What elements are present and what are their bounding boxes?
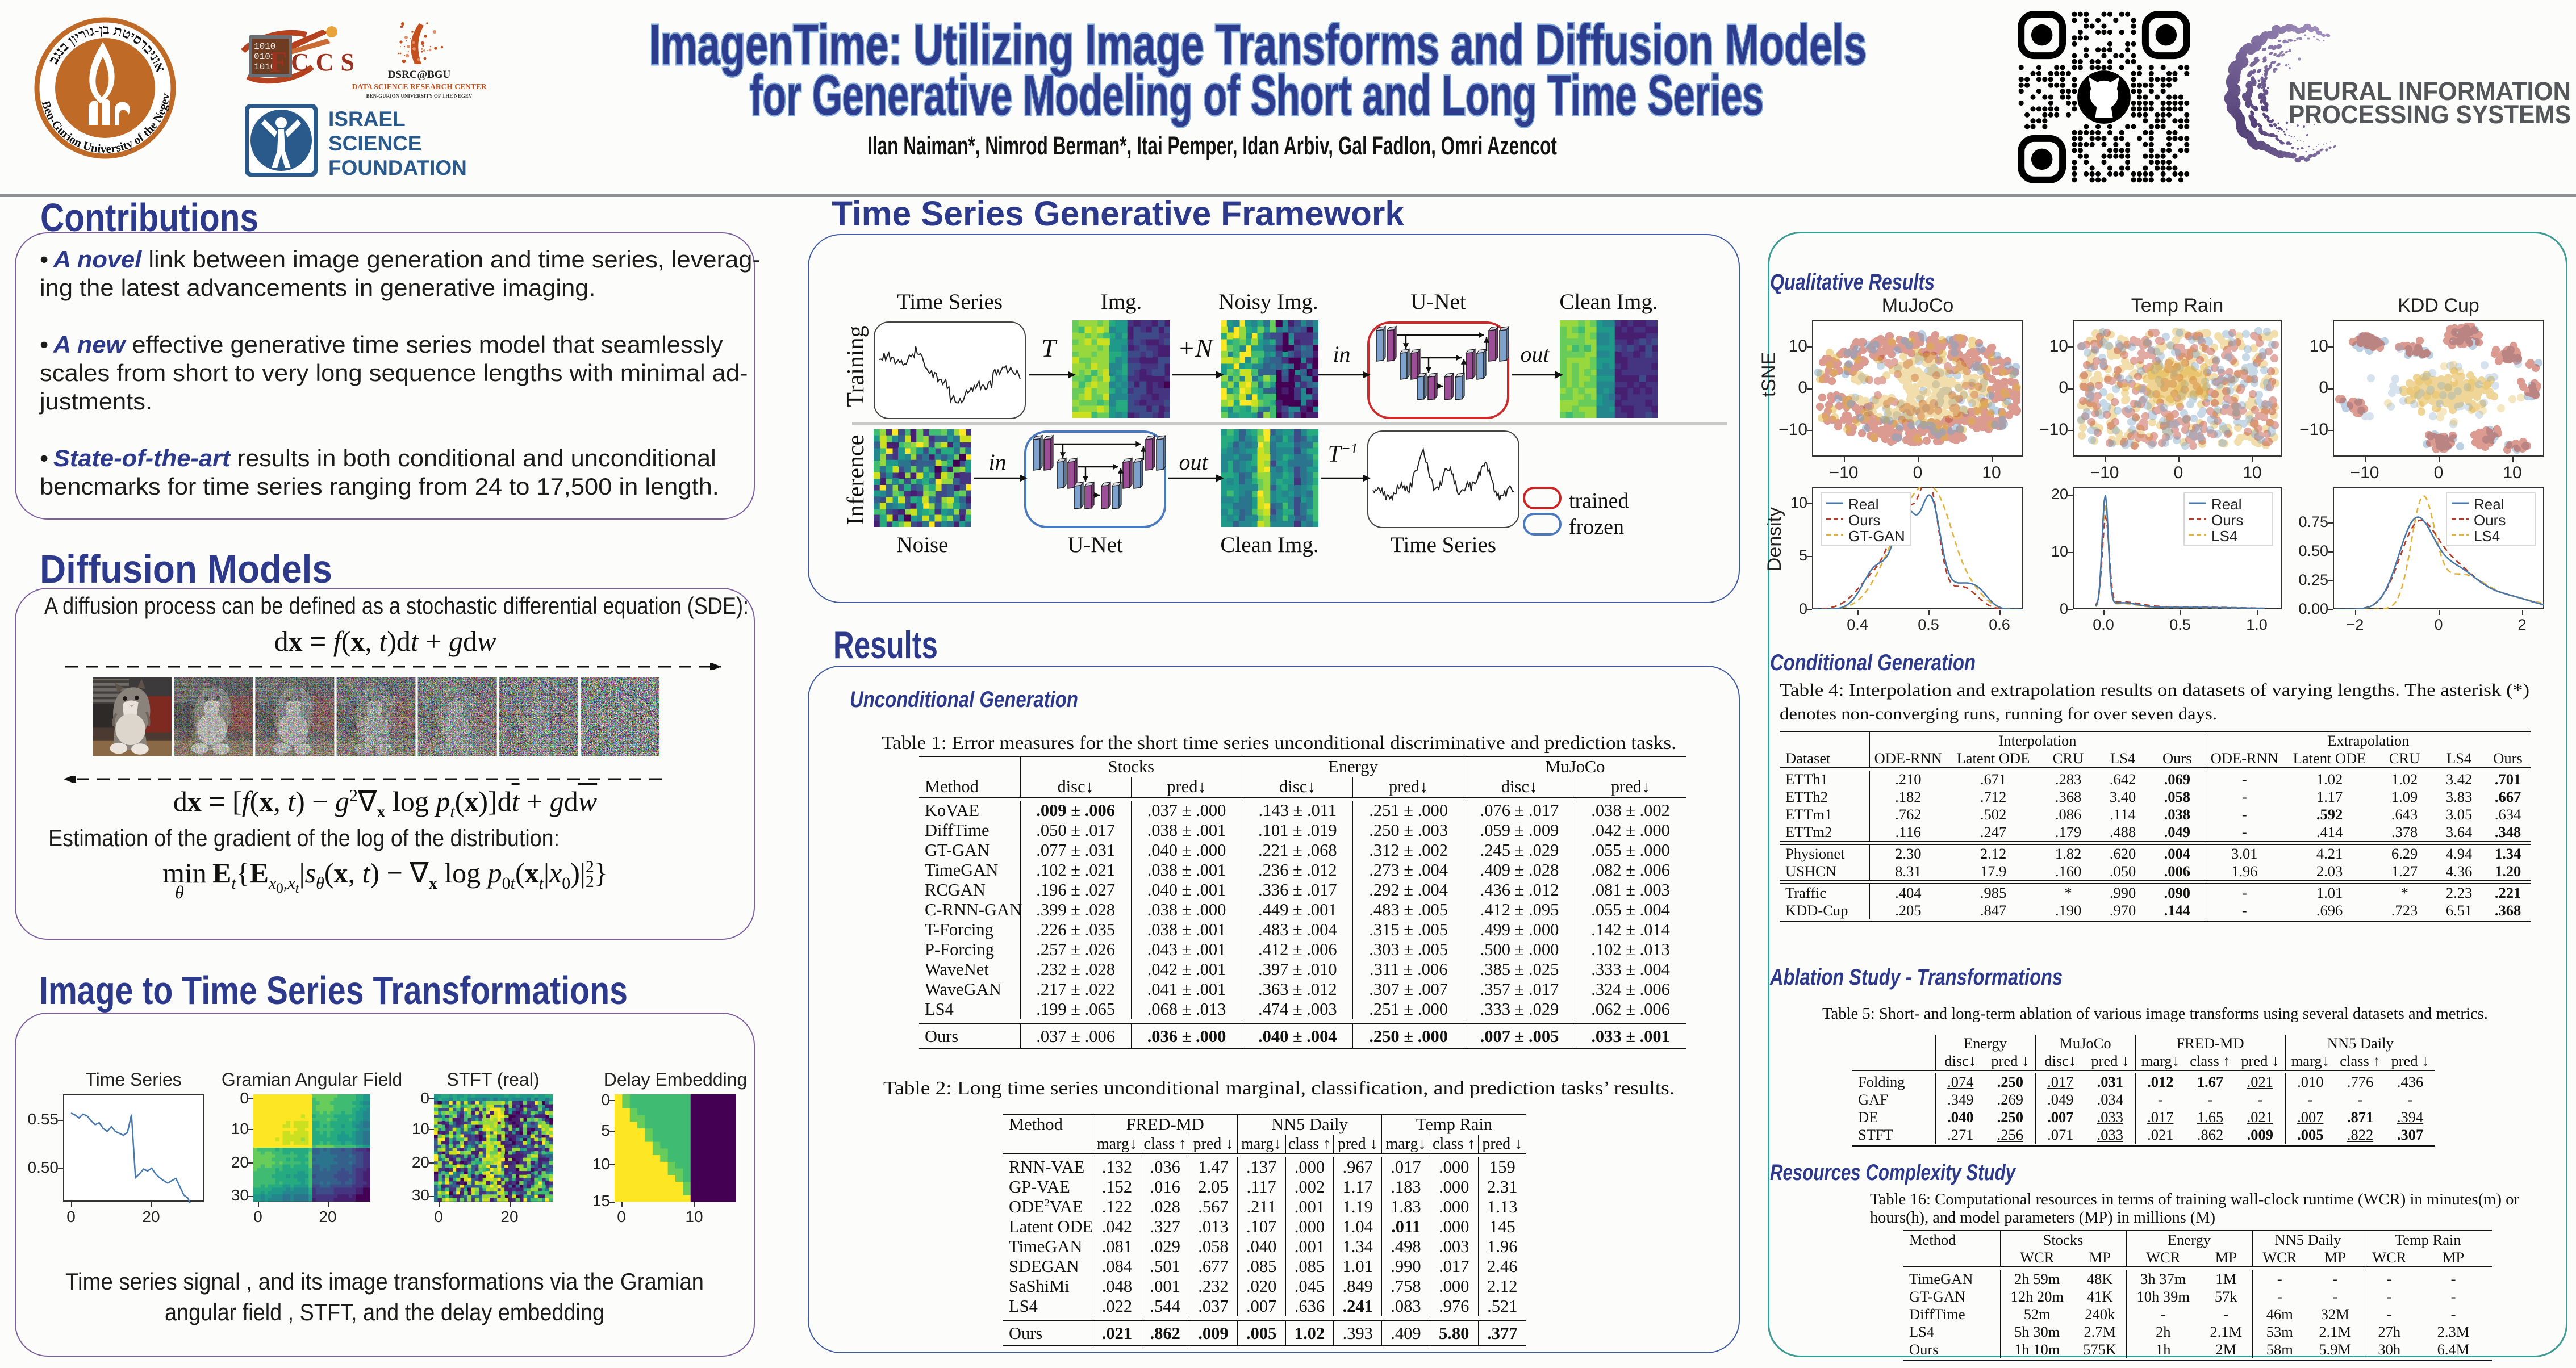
- svg-text:Training: Training: [843, 325, 869, 407]
- svg-text:DSRC@BGU: DSRC@BGU: [388, 69, 451, 81]
- svg-text:Inference: Inference: [843, 435, 869, 525]
- svg-text:1010: 1010: [254, 62, 275, 72]
- svg-text:FOUNDATION: FOUNDATION: [328, 156, 467, 179]
- svg-text:DATA SCIENCE RESEARCH CENTER: DATA SCIENCE RESEARCH CENTER: [352, 82, 487, 91]
- svg-text:SCIENCE: SCIENCE: [328, 132, 421, 155]
- svg-text:ISRAEL: ISRAEL: [328, 107, 406, 131]
- svg-text:BEN-GURION UNIVERSITY OF THE N: BEN-GURION UNIVERSITY OF THE NEGEV: [366, 93, 473, 99]
- svg-text:CCS: CCS: [291, 48, 354, 76]
- svg-text:F: F: [269, 46, 287, 78]
- svg-text:1010: 1010: [254, 41, 275, 52]
- svg-text:0101: 0101: [254, 52, 275, 62]
